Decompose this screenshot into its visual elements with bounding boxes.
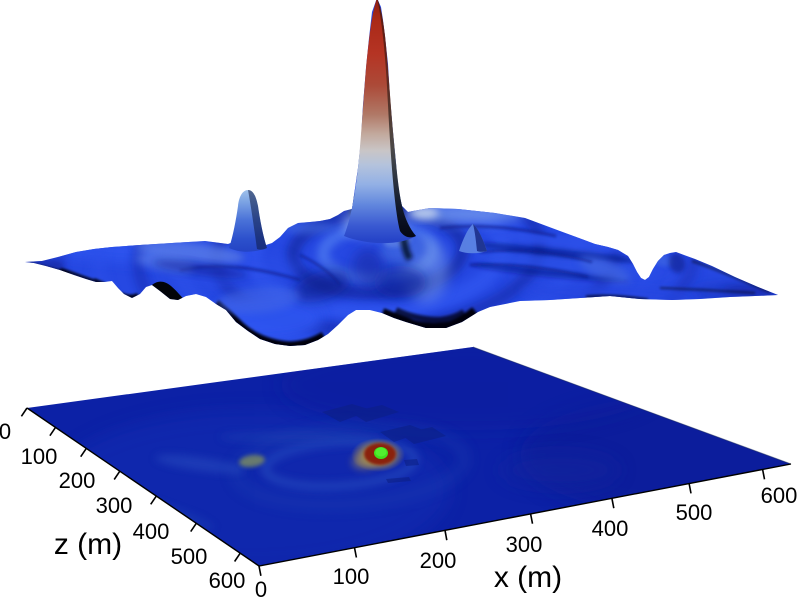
- svg-text:400: 400: [592, 516, 629, 541]
- svg-text:z (m): z (m): [54, 528, 122, 561]
- svg-text:0: 0: [255, 577, 267, 600]
- svg-text:x (m): x (m): [494, 561, 562, 594]
- svg-text:400: 400: [133, 519, 170, 544]
- svg-text:500: 500: [171, 544, 208, 569]
- svg-text:200: 200: [420, 548, 457, 573]
- svg-text:100: 100: [333, 564, 370, 589]
- svg-text:300: 300: [506, 532, 543, 557]
- svg-text:100: 100: [21, 444, 58, 469]
- svg-text:200: 200: [59, 468, 96, 493]
- svg-text:300: 300: [96, 493, 133, 518]
- svg-text:600: 600: [761, 483, 798, 508]
- svg-text:0: 0: [0, 419, 11, 444]
- svg-text:600: 600: [209, 568, 246, 593]
- svg-text:500: 500: [676, 500, 713, 525]
